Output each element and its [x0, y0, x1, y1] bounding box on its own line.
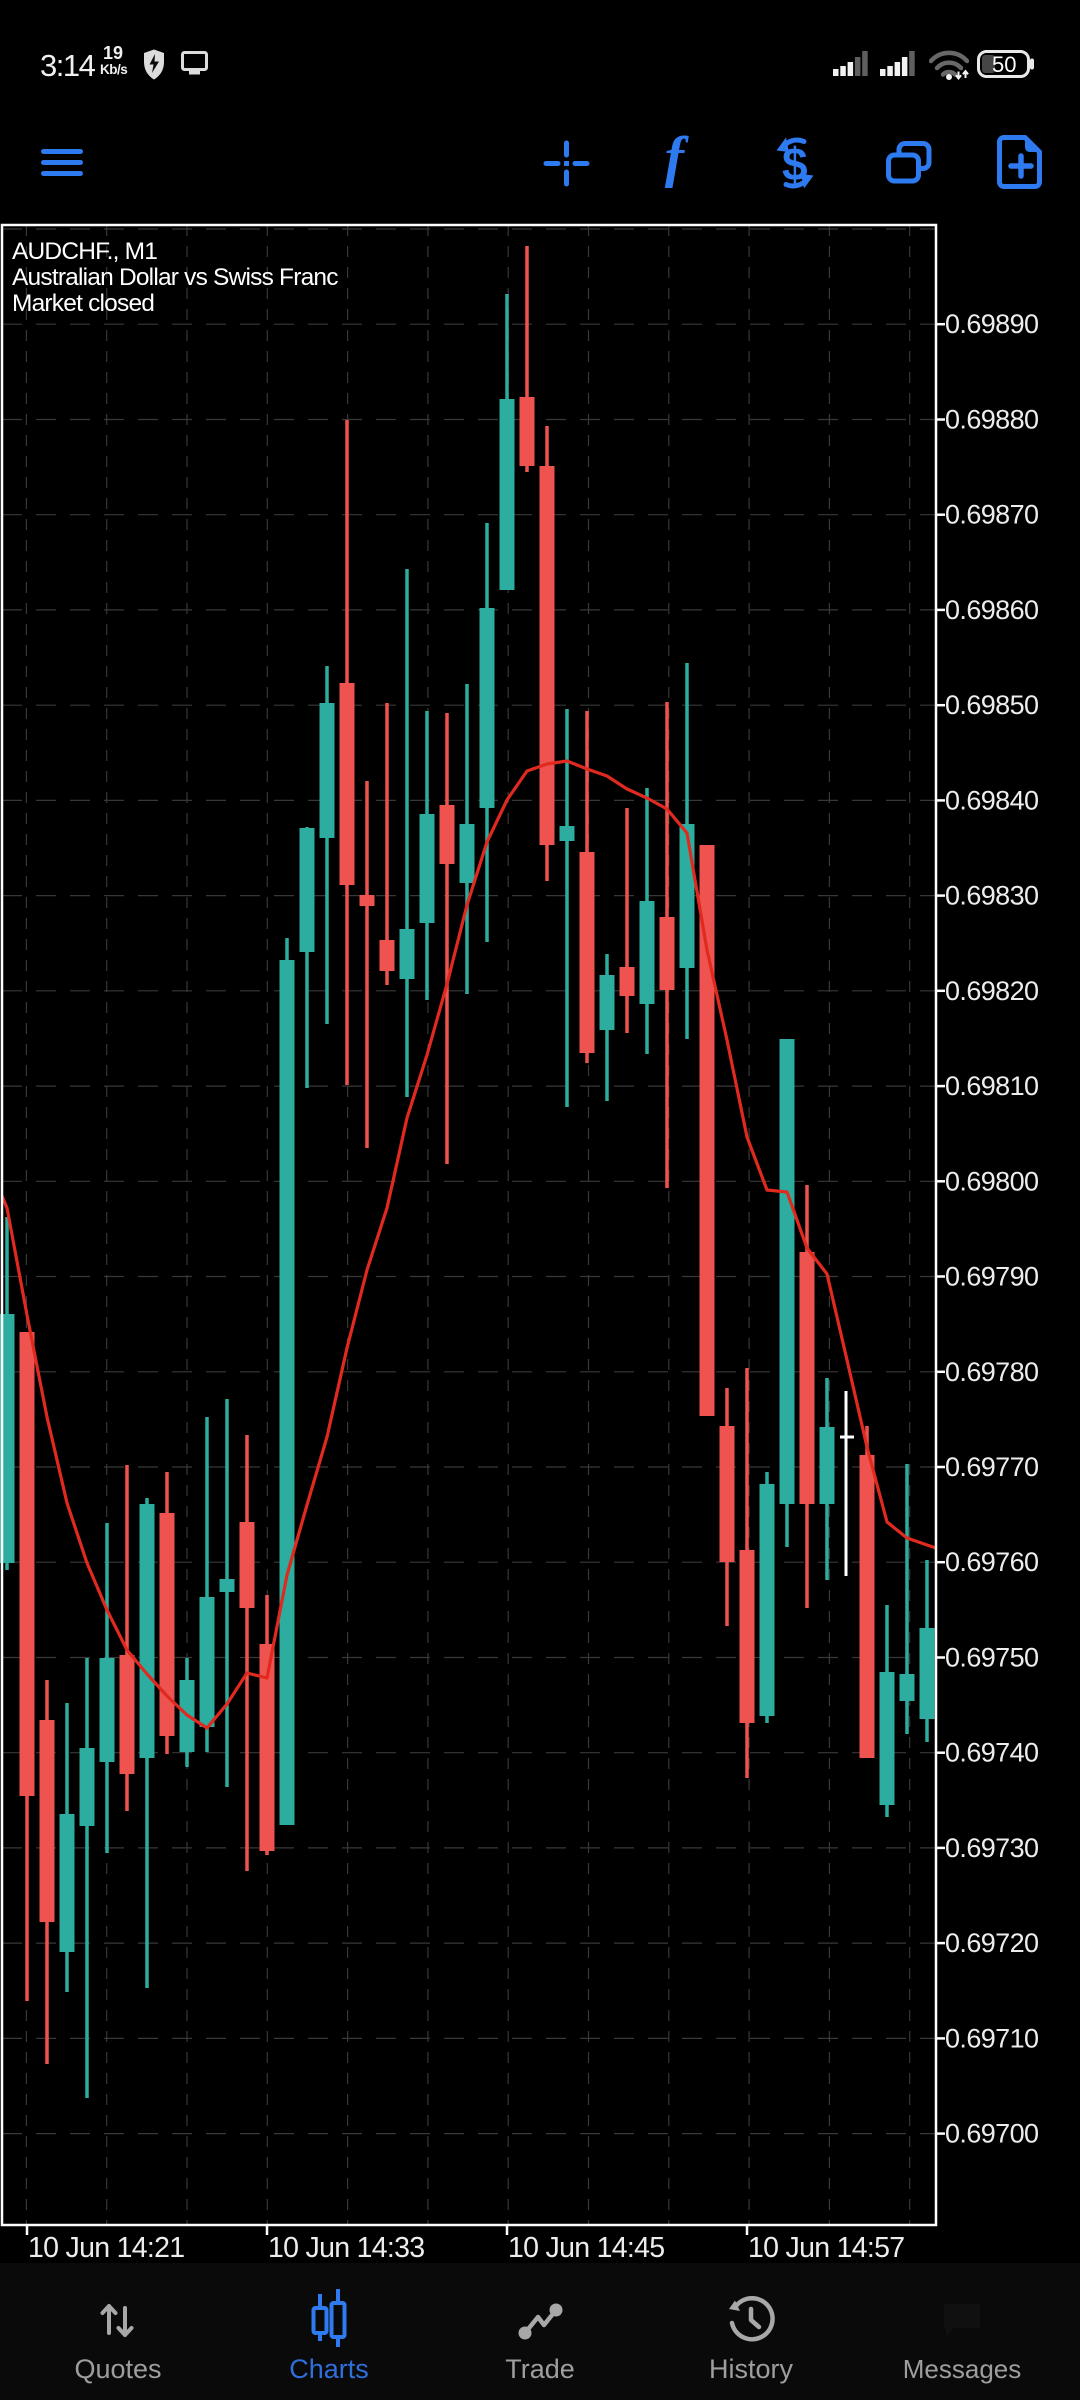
svg-text:0.69750: 0.69750: [945, 1643, 1038, 1673]
svg-text:Market closed: Market closed: [12, 290, 154, 317]
svg-text:0.69700: 0.69700: [945, 2119, 1038, 2149]
svg-text:0.69890: 0.69890: [945, 309, 1038, 339]
svg-text:10 Jun 14:57: 10 Jun 14:57: [748, 2232, 904, 2264]
svg-text:10 Jun 14:21: 10 Jun 14:21: [28, 2232, 184, 2264]
svg-text:0.69810: 0.69810: [945, 1071, 1038, 1101]
svg-text:0.69880: 0.69880: [945, 405, 1038, 435]
svg-text:0.69860: 0.69860: [945, 595, 1038, 625]
svg-text:50: 50: [992, 52, 1016, 77]
svg-text:0.69770: 0.69770: [945, 1452, 1038, 1482]
svg-text:0.69820: 0.69820: [945, 976, 1038, 1006]
svg-text:0.69790: 0.69790: [945, 1262, 1038, 1292]
svg-text:0.69760: 0.69760: [945, 1547, 1038, 1577]
svg-text:0.69780: 0.69780: [945, 1357, 1038, 1387]
svg-text:0.69800: 0.69800: [945, 1166, 1038, 1196]
svg-text:10 Jun 14:33: 10 Jun 14:33: [268, 2232, 424, 2264]
svg-text:0.69740: 0.69740: [945, 1738, 1038, 1768]
svg-text:0.69840: 0.69840: [945, 785, 1038, 815]
svg-text:AUDCHF., M1: AUDCHF., M1: [12, 238, 157, 265]
svg-text:Australian Dollar vs Swiss Fra: Australian Dollar vs Swiss Franc: [12, 264, 338, 291]
svg-text:0.69870: 0.69870: [945, 500, 1038, 530]
svg-text:0.69730: 0.69730: [945, 1833, 1038, 1863]
svg-text:0.69850: 0.69850: [945, 690, 1038, 720]
svg-text:0.69830: 0.69830: [945, 881, 1038, 911]
svg-text:10 Jun 14:45: 10 Jun 14:45: [508, 2232, 664, 2264]
svg-text:0.69720: 0.69720: [945, 1928, 1038, 1958]
svg-text:0.69710: 0.69710: [945, 2023, 1038, 2053]
